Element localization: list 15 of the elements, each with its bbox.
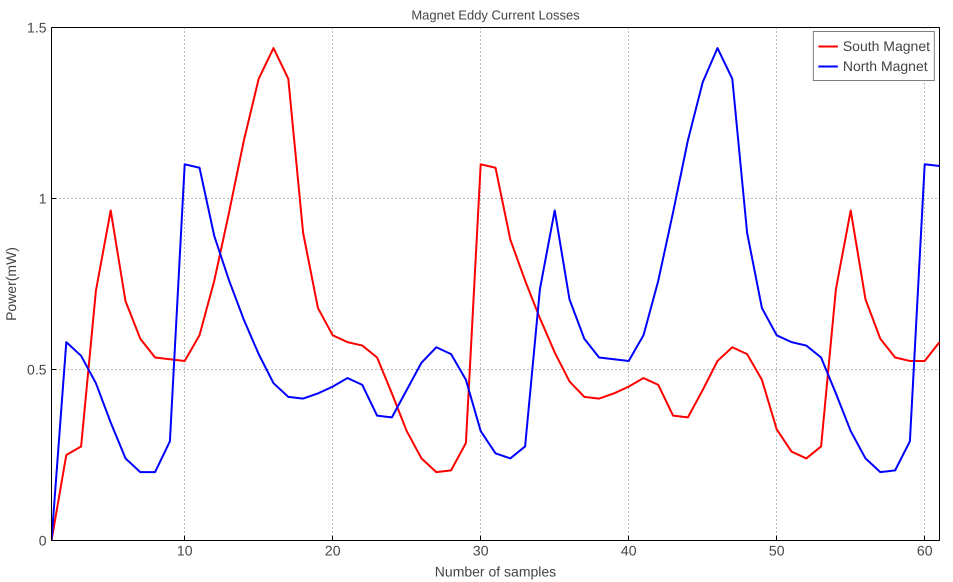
legend-label: North Magnet xyxy=(842,58,928,74)
y-axis-title: Power(mW) xyxy=(3,247,20,321)
x-tick-label: 50 xyxy=(768,542,785,558)
x-tick-label: 30 xyxy=(472,542,489,558)
legend-label: South Magnet xyxy=(842,38,930,54)
y-tick-label: 1.5 xyxy=(27,20,47,36)
x-tick-label: 10 xyxy=(176,542,193,558)
y-tick-label: 1 xyxy=(38,190,47,206)
x-axis-title: Number of samples xyxy=(434,564,556,580)
x-tick-label: 40 xyxy=(620,542,637,558)
x-tick-label: 60 xyxy=(916,542,933,558)
y-tick-label: 0 xyxy=(38,532,47,548)
x-tick-label: 20 xyxy=(324,542,341,558)
y-tick-label: 0.5 xyxy=(27,362,47,378)
chart-title: Magnet Eddy Current Losses xyxy=(411,8,580,22)
